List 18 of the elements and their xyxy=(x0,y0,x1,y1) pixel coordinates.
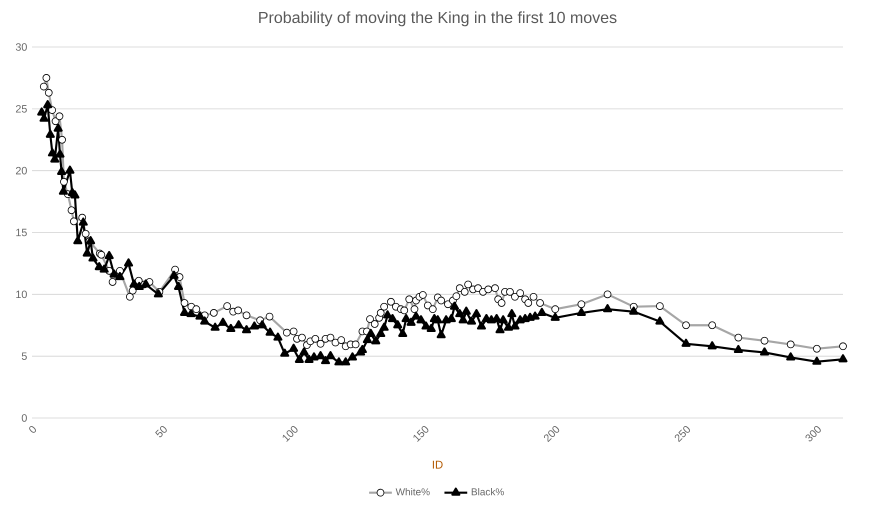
y-tick-label: 10 xyxy=(16,290,27,298)
x-tick-label: 100 xyxy=(282,426,298,442)
x-axis-title: ID xyxy=(432,460,443,469)
x-tick-label: 300 xyxy=(805,426,821,442)
x-tick-label: 50 xyxy=(155,426,167,438)
legend-label: Black% xyxy=(472,488,504,496)
x-tick-label: 200 xyxy=(544,426,560,442)
legend-label: White% xyxy=(396,488,430,496)
y-tick-label: 15 xyxy=(16,228,27,236)
y-tick-label: 5 xyxy=(22,352,27,360)
x-tick-label: 0 xyxy=(29,426,36,433)
y-tick-label: 25 xyxy=(16,105,27,113)
y-tick-label: 0 xyxy=(22,414,27,422)
chart-title: Probability of moving the King in the first 10 moves xyxy=(259,11,617,26)
x-tick-label: 150 xyxy=(413,426,428,442)
x-tick-label: 250 xyxy=(674,426,690,442)
y-tick-label: 20 xyxy=(16,166,27,174)
y-tick-label: 30 xyxy=(16,43,27,51)
